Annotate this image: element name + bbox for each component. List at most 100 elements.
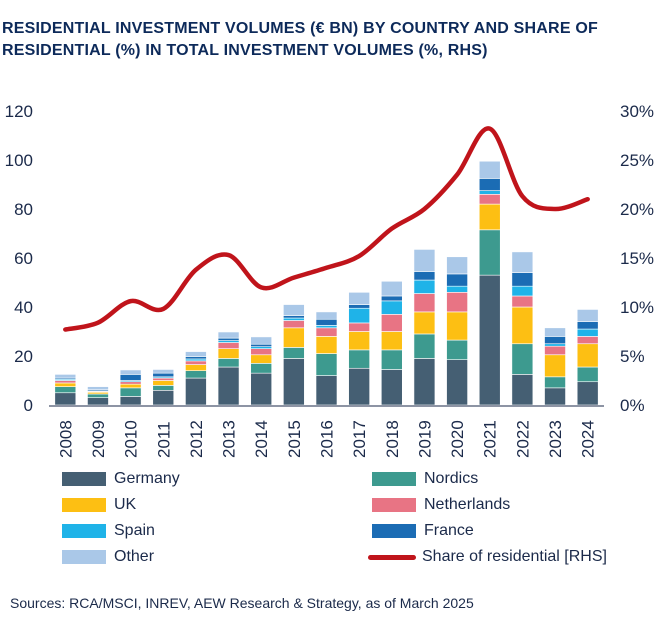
y-right-tick-label: 10% [620,298,654,317]
bar-nordics-2020 [446,339,468,360]
bar-france-2013 [217,337,240,341]
bar-germany-2024 [576,381,599,406]
bar-france-2011 [152,372,175,378]
bar-netherlands-2013 [217,342,240,349]
stacked-bar-line-chart: 0 20 40 60 80 100 120 0% 5% 10% 15% 20% 25% 30% 2008 20… [5,102,654,458]
chart-title-line-1: RESIDENTIAL INVESTMENT VOLUMES (€ BN) BY… [2,20,598,37]
bar-france-2023 [544,336,566,345]
bar-uk-2011 [152,380,175,386]
bar-other-2023 [544,327,566,337]
bar-other-2015 [283,304,305,316]
legend-item-netherlands: Netherlands [372,492,510,518]
bar-netherlands-2023 [544,345,566,356]
legend-swatch [372,472,416,486]
bar-nordics-2012 [185,370,207,379]
bar-layer [54,160,599,406]
bar-other-2009 [87,386,109,391]
bar-france-2024 [576,321,599,330]
chart-title-line-2: RESIDENTIAL (%) IN TOTAL INVESTMENT VOLU… [2,42,488,59]
bar-netherlands-2021 [478,194,501,205]
bar-uk-2022 [511,306,534,345]
bar-nordics-2015 [283,347,305,359]
bar-spain-2016 [315,325,338,329]
y-right-tick-label: 30% [620,102,654,121]
tick-label-layer: 0 20 40 60 80 100 120 0% 5% 10% 15% 20% 25% 30% 2008 20… [5,102,654,458]
bar-spain-2022 [511,285,534,297]
bar-germany-2014 [250,372,273,406]
y-left-tick-label: 120 [5,102,33,121]
bar-france-2020 [446,273,468,287]
bar-germany-2020 [446,359,468,406]
bar-germany-2021 [478,274,501,406]
y-right-tick-label: 20% [620,200,654,219]
bar-other-2011 [152,369,175,374]
bar-other-2019 [413,249,436,272]
chart-title: RESIDENTIAL INVESTMENT VOLUMES (€ BN) BY… [2,18,662,62]
bar-netherlands-2017 [348,322,370,332]
bar-netherlands-2011 [152,377,175,381]
legend-label: Germany [114,470,180,487]
legend-item-uk: UK [62,492,136,518]
bar-germany-2008 [54,392,77,406]
x-tick-label: 2011 [154,421,173,458]
bar-spain-2023 [544,343,566,347]
x-tick-label: 2023 [546,420,565,458]
bar-netherlands-2012 [185,360,207,365]
bar-netherlands-2014 [250,348,273,356]
bar-uk-2016 [315,336,338,354]
legend-label: Other [114,548,155,565]
bar-other-2018 [380,280,403,297]
bar-france-2010 [119,374,142,381]
x-tick-label: 2019 [415,420,434,458]
bar-france-2014 [250,343,273,347]
bar-france-2021 [478,178,501,191]
y-right-tick-label: 0% [620,396,645,415]
bar-nordics-2018 [380,349,403,370]
bar-germany-2016 [315,375,338,406]
bar-spain-2018 [380,300,403,315]
x-tick-label: 2021 [481,420,500,458]
legend-label: Nordics [424,470,479,487]
bar-france-2018 [380,295,403,302]
y-right-tick-label: 15% [620,249,654,268]
bar-uk-2019 [413,311,436,335]
bar-germany-2017 [348,367,370,406]
x-tick-label: 2009 [89,420,108,458]
bar-france-2016 [315,318,338,326]
legend-swatch [62,472,106,486]
bar-netherlands-2020 [446,291,468,313]
bar-germany-2015 [283,358,305,406]
x-tick-label: 2018 [383,420,402,458]
legend-swatch [372,524,416,538]
bar-spain-2024 [576,328,599,337]
legend-label: Netherlands [424,496,511,513]
x-tick-label: 2008 [56,420,75,458]
bar-other-2013 [217,331,240,339]
bar-germany-2010 [119,396,142,406]
bar-uk-2008 [54,382,77,387]
y-right-tick-label: 25% [620,151,654,170]
bar-uk-2023 [544,354,566,378]
x-tick-label: 2022 [513,420,532,458]
bar-nordics-2022 [511,343,534,375]
bar-france-2012 [185,356,207,360]
bar-nordics-2021 [478,229,501,276]
bar-germany-2009 [87,397,109,406]
bar-other-2016 [315,311,338,320]
bar-other-2017 [348,291,370,305]
bar-nordics-2011 [152,385,175,391]
bar-nordics-2009 [87,393,109,398]
bar-france-2022 [511,272,534,287]
legend-item-other: Other [62,544,154,570]
bar-netherlands-2022 [511,295,534,308]
legend-swatch [62,550,106,564]
bar-nordics-2023 [544,376,566,389]
bar-other-2012 [185,351,207,357]
y-left-tick-label: 40 [14,298,33,317]
bar-germany-2023 [544,387,566,406]
bar-uk-2017 [348,331,370,351]
bar-france-2015 [283,315,305,319]
y-left-tick-label: 80 [14,200,33,219]
bar-germany-2013 [217,366,240,406]
bar-nordics-2024 [576,366,599,383]
